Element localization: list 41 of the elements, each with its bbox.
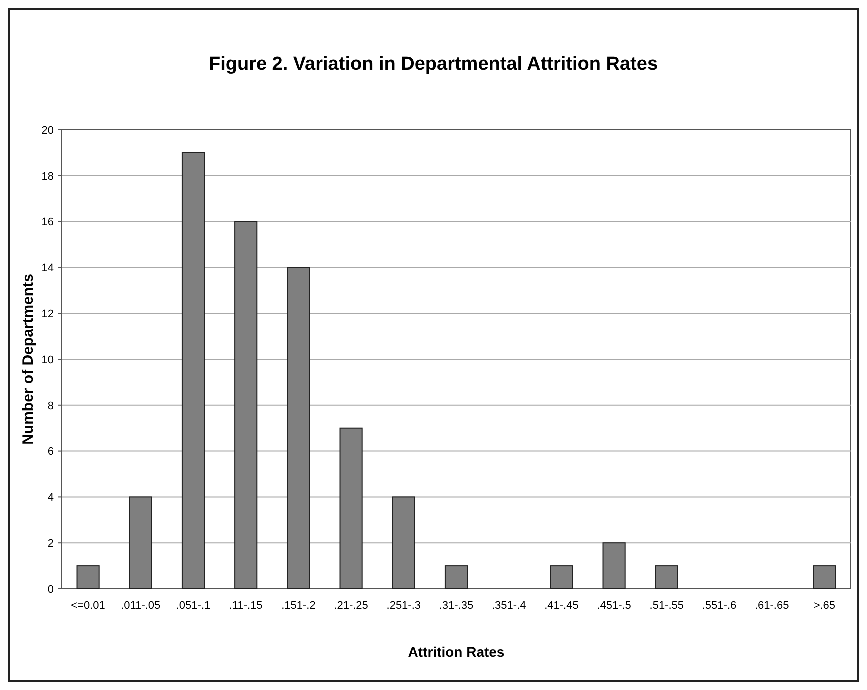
bar bbox=[392, 496, 416, 590]
bar bbox=[287, 267, 310, 590]
bar bbox=[602, 542, 626, 590]
y-tick-label: 12 bbox=[42, 308, 54, 320]
x-tick-label: .451-.5 bbox=[597, 600, 632, 612]
y-tick-label: 8 bbox=[48, 400, 54, 412]
x-tick-label: .41-.45 bbox=[544, 600, 579, 612]
bar bbox=[550, 566, 574, 590]
y-tick-label: 14 bbox=[42, 262, 54, 275]
x-tick-label: .11-.15 bbox=[229, 600, 263, 612]
x-tick-label: .051-.1 bbox=[176, 600, 211, 612]
x-tick-label: .351-.4 bbox=[492, 600, 526, 612]
y-tick-label: 10 bbox=[42, 354, 54, 366]
y-tick-label: 2 bbox=[48, 538, 54, 550]
y-tick-label: 0 bbox=[48, 584, 54, 596]
x-tick-label: .51-.55 bbox=[650, 600, 684, 612]
bar bbox=[234, 221, 258, 590]
x-tick-label: .61-.65 bbox=[754, 600, 790, 612]
bar bbox=[813, 566, 836, 590]
x-tick-label: .31-.35 bbox=[439, 600, 474, 612]
x-tick-label: .011-.05 bbox=[121, 600, 161, 612]
y-tick-label: 18 bbox=[42, 170, 54, 183]
x-tick-label: .551-.6 bbox=[702, 600, 737, 612]
bar bbox=[444, 566, 468, 590]
x-tick-label: .21-.25 bbox=[334, 600, 368, 612]
bar bbox=[340, 428, 363, 590]
chart-title: Figure 2. Variation in Departmental Attrition Rates bbox=[208, 54, 658, 75]
x-axis-title: Attrition Rates bbox=[408, 644, 505, 660]
y-axis-title: Number of Departments bbox=[20, 274, 37, 445]
x-tick-label: >.65 bbox=[814, 600, 836, 612]
y-tick-label: 16 bbox=[42, 216, 54, 229]
bar bbox=[655, 566, 678, 590]
x-tick-label: .151-.2 bbox=[282, 600, 316, 612]
y-tick-label: 4 bbox=[48, 492, 54, 504]
bar bbox=[182, 152, 206, 590]
y-tick-label: 6 bbox=[48, 446, 54, 458]
x-tick-label: <=0.01 bbox=[71, 600, 106, 612]
bar bbox=[76, 566, 100, 590]
bar bbox=[129, 496, 152, 590]
y-tick-label: 20 bbox=[42, 124, 54, 137]
x-tick-label: .251-.3 bbox=[386, 600, 422, 612]
